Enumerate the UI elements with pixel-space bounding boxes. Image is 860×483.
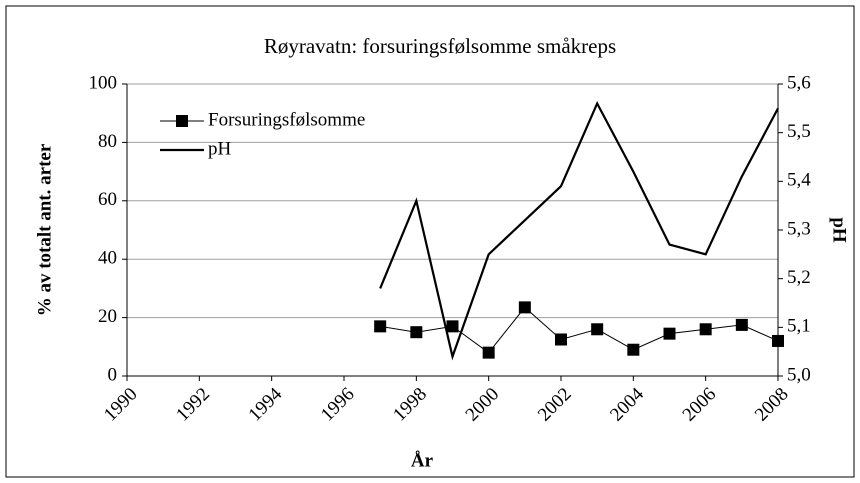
legend-label: pH — [208, 138, 232, 159]
x-axis-label: År — [411, 450, 434, 471]
y2-tick-label: 5,1 — [787, 316, 811, 337]
marker — [410, 326, 423, 339]
y2-tick-label: 5,5 — [787, 121, 811, 142]
marker — [518, 301, 531, 314]
y-tick-label: 100 — [89, 72, 118, 93]
marker — [735, 318, 748, 331]
marker — [446, 320, 459, 333]
y-tick-label: 80 — [98, 131, 117, 152]
legend-label: Forsuringsfølsomme — [208, 109, 365, 130]
y-axis-label: % av totalt ant. arter — [34, 143, 55, 316]
y-tick-label: 0 — [108, 364, 118, 385]
chart-title: Røyravatn: forsuringsfølsomme småkreps — [264, 34, 616, 58]
y-tick-label: 20 — [98, 306, 117, 327]
y2-axis-label: pH — [829, 217, 850, 243]
marker — [591, 323, 604, 336]
marker — [627, 343, 640, 356]
marker — [699, 323, 712, 336]
marker — [663, 327, 676, 340]
y-tick-label: 40 — [98, 248, 117, 269]
y2-tick-label: 5,2 — [787, 267, 811, 288]
y2-tick-label: 5,0 — [787, 364, 811, 385]
legend-marker — [176, 115, 188, 127]
y-tick-label: 60 — [98, 189, 117, 210]
y2-tick-label: 5,6 — [787, 72, 811, 93]
marker — [555, 333, 567, 346]
line-series — [379, 100, 779, 361]
y2-tick-label: 5,4 — [787, 170, 811, 191]
marker — [772, 334, 784, 347]
y2-tick-label: 5,3 — [787, 218, 811, 239]
marker — [482, 346, 495, 359]
marker — [374, 320, 387, 333]
